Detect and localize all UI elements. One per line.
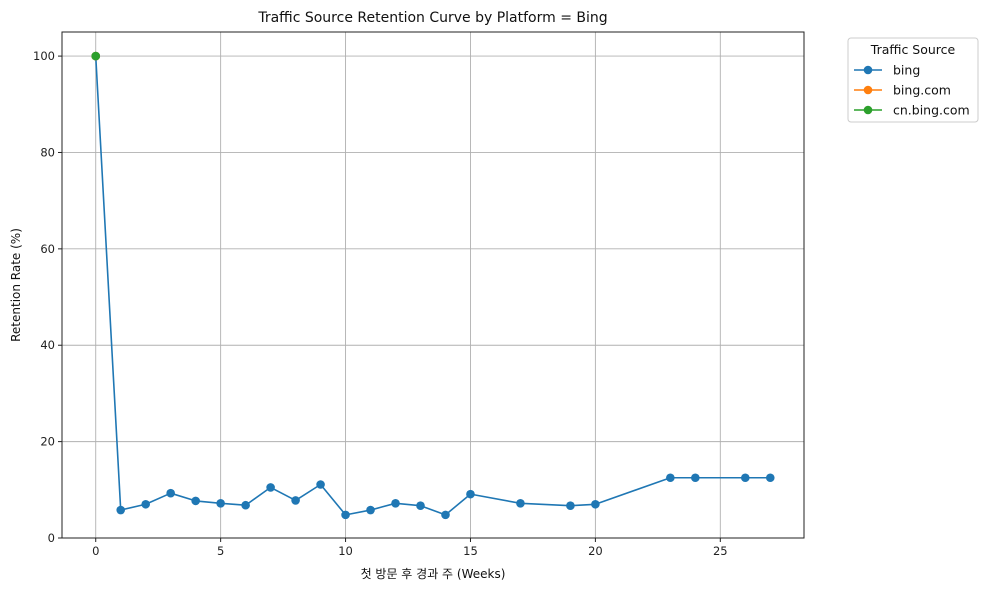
data-point (166, 488, 175, 498)
data-point (566, 501, 575, 511)
data-point (466, 489, 475, 499)
data-point (740, 473, 750, 483)
legend-item-bing-com: bing.com (854, 83, 951, 98)
data-point (291, 496, 300, 505)
legend-marker (863, 85, 873, 95)
grid-lines (62, 32, 804, 539)
x-tick-label: 15 (463, 544, 478, 558)
data-point (666, 473, 675, 483)
x-tick-label: 0 (92, 544, 99, 558)
data-point (91, 51, 101, 61)
data-point (341, 510, 350, 520)
legend-marker (863, 105, 873, 115)
legend-title: Traffic Source (870, 42, 956, 57)
legend-frame (847, 37, 979, 123)
data-point (116, 505, 126, 515)
series-layer (91, 51, 775, 520)
data-point (266, 483, 275, 492)
y-tick-label: 0 (48, 531, 55, 545)
x-tick-label: 20 (588, 544, 603, 558)
data-point (141, 499, 150, 509)
legend-marker (863, 65, 873, 75)
data-point (241, 500, 250, 510)
y-tick-label: 80 (40, 145, 55, 159)
legend-label: cn.bing.com (893, 103, 970, 118)
data-point (216, 499, 225, 508)
x-tick-label: 10 (338, 544, 353, 558)
series-cn-bing-com (91, 51, 101, 61)
axis-ticks: 0 5 10 15 20 25 0 20 40 60 80 100 (33, 49, 728, 558)
y-tick-label: 60 (40, 242, 55, 256)
y-tick-label: 20 (40, 435, 55, 449)
data-point (765, 473, 775, 483)
data-point (316, 480, 325, 489)
legend: Traffic Source bing bing.com cn.bing.com (847, 37, 979, 123)
data-point (391, 499, 400, 508)
data-point (416, 501, 425, 511)
legend-item-cn-bing-com: cn.bing.com (854, 103, 970, 118)
data-point (366, 505, 375, 515)
plot-frame (61, 31, 805, 539)
y-tick-label: 100 (33, 49, 55, 63)
y-axis-label: Retention Rate (%) (9, 228, 23, 342)
legend-item-bing: bing (854, 63, 920, 78)
y-tick-label: 40 (40, 338, 55, 352)
x-tick-label: 25 (713, 544, 728, 558)
legend-label: bing (893, 63, 920, 78)
x-tick-label: 5 (217, 544, 224, 558)
data-point (441, 510, 450, 520)
data-point (516, 499, 525, 508)
data-point (691, 473, 700, 483)
x-axis-label: 첫 방문 후 경과 주 (Weeks) (361, 567, 506, 581)
data-point (191, 496, 200, 506)
chart-title: Traffic Source Retention Curve by Platfo… (257, 10, 607, 26)
series-bing (91, 51, 775, 520)
data-point (591, 499, 600, 509)
legend-label: bing.com (893, 83, 951, 98)
